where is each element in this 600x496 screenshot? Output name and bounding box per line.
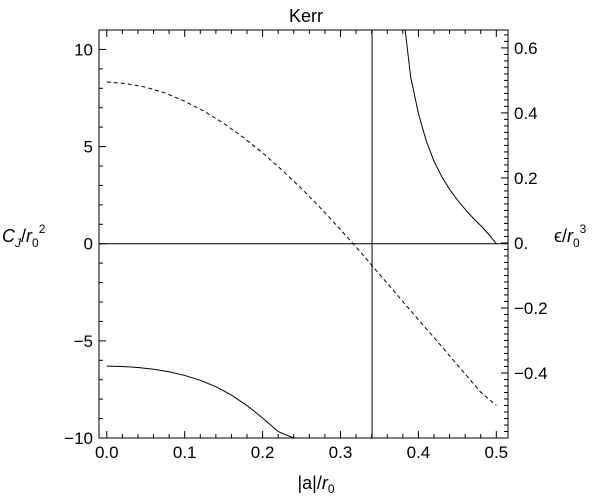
y-right-tick-label: 0.2 bbox=[514, 169, 538, 188]
y-left-ticks-group: −10 −5 0 5 10 bbox=[64, 29, 106, 448]
x-ticks-group: 0.0 0.1 0.2 0.3 0.4 0.5 bbox=[95, 30, 508, 462]
series-line-1 bbox=[106, 365, 294, 439]
y-right-tick-label: 0. bbox=[514, 234, 528, 253]
y-right-tick-label: 0.6 bbox=[514, 39, 538, 58]
series-line-2 bbox=[404, 29, 497, 245]
y-left-tick-label: −5 bbox=[74, 332, 93, 351]
plot-frame bbox=[98, 29, 509, 439]
y-left-tick-label: 5 bbox=[84, 138, 93, 157]
y-left-tick-label: 10 bbox=[74, 40, 93, 59]
x-tick-label: 0.5 bbox=[484, 443, 508, 462]
series-group bbox=[106, 29, 497, 439]
x-tick-label: 0.2 bbox=[251, 443, 275, 462]
series-line-3 bbox=[106, 81, 497, 406]
reference-lines bbox=[99, 30, 508, 438]
y-right-axis-label: ϵ/r03 bbox=[554, 222, 587, 250]
x-tick-label: 0.3 bbox=[329, 443, 353, 462]
y-right-tick-label: −0.2 bbox=[514, 299, 548, 318]
y-right-tick-label: −0.4 bbox=[514, 364, 548, 383]
y-right-tick-label: 0.4 bbox=[514, 104, 538, 123]
x-axis-label: |a|/r0 bbox=[297, 473, 334, 496]
y-left-tick-label: −10 bbox=[64, 429, 93, 448]
chart-title: Kerr bbox=[289, 6, 323, 26]
y-left-tick-label: 0 bbox=[84, 235, 93, 254]
y-right-ticks-group: −0.4 −0.2 0. 0.2 0.4 0.6 bbox=[501, 34, 548, 432]
x-tick-label: 0.1 bbox=[173, 443, 197, 462]
x-tick-label: 0.4 bbox=[407, 443, 431, 462]
y-left-axis-label: CJ/r02 bbox=[2, 222, 46, 250]
x-tick-label: 0.0 bbox=[95, 443, 119, 462]
